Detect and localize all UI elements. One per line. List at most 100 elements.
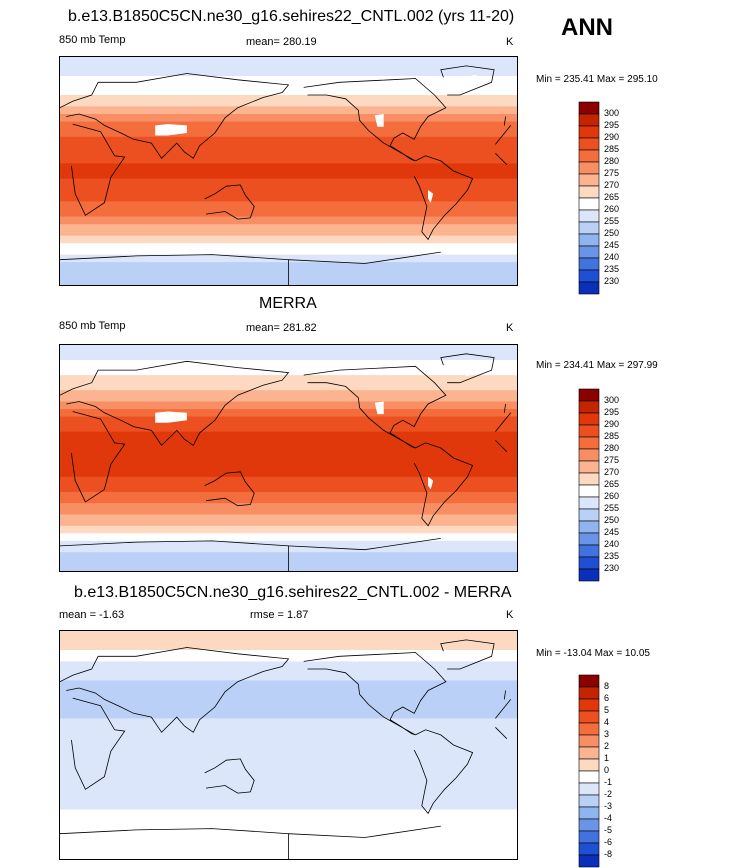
panel-model-minmax: Min = 235.41 Max = 295.10 [536, 74, 658, 85]
map-coastline-africa [71, 411, 512, 503]
map-band [60, 205, 517, 210]
map-coastline-greenland [440, 639, 495, 670]
panel-diff-rmse-label: rmse = 1.87 [250, 609, 309, 621]
map-band [60, 125, 517, 130]
colorbar-level-label: 6 [604, 693, 610, 703]
map-masked-region [428, 476, 434, 490]
map-band [60, 235, 517, 240]
map-band [60, 57, 517, 62]
colorbar-swatch [578, 161, 600, 175]
map-coastline-antarctica-edge [60, 538, 441, 571]
map-band [60, 657, 517, 662]
colorbar-level-label: -8 [604, 849, 613, 859]
map-coastline-africa [71, 697, 512, 790]
colorbar-swatch [578, 221, 600, 235]
map-band [60, 665, 517, 670]
colorbar-swatch [578, 233, 600, 247]
panel-model-title: b.e13.B1850C5CN.ne30_g16.sehires22_CNTL.… [68, 8, 515, 25]
panel-diff-minmax: Min = -13.04 Max = 10.05 [536, 648, 650, 659]
map-band [60, 454, 517, 459]
colorbar-svg [578, 101, 600, 295]
colorbar-level-label: 300 [604, 395, 620, 405]
map-masked-region [155, 124, 187, 136]
map-band [60, 786, 517, 792]
colorbar-swatch [578, 830, 600, 844]
map-band [60, 197, 517, 202]
panel-model-variable-label: 850 mb Temp [59, 34, 126, 46]
map-band [60, 646, 517, 651]
map-band [60, 409, 517, 414]
map-band [60, 250, 517, 256]
map-band [60, 190, 517, 195]
map-band [60, 680, 517, 685]
panel-model-units-label: K [506, 36, 514, 48]
map-band [60, 254, 517, 259]
map-band [60, 382, 517, 387]
panel-obs-units-label: K [506, 322, 514, 334]
season-label: ANN [561, 14, 613, 41]
map-band [60, 209, 517, 214]
colorbar-swatch [578, 412, 600, 426]
map-band [60, 152, 517, 157]
map-band [60, 186, 517, 191]
panel-diff-units-label: K [506, 609, 514, 621]
map-band [60, 779, 517, 784]
map-band [60, 518, 517, 523]
map-band [60, 514, 517, 519]
map-band [60, 64, 517, 69]
map-band [60, 638, 517, 643]
map-band [60, 174, 517, 180]
map-band [60, 121, 517, 126]
map-band [60, 688, 517, 693]
map-band [60, 488, 517, 493]
map-band [60, 356, 517, 361]
map-band [60, 442, 517, 448]
map-band [60, 155, 517, 161]
colorbar-level-label: 245 [604, 240, 620, 250]
colorbar-level-label: 3 [604, 729, 610, 739]
map-band [60, 722, 517, 727]
colorbar-swatch [578, 197, 600, 211]
map-band [60, 491, 517, 497]
colorbar-swatch [578, 125, 600, 139]
colorbar-swatch [578, 269, 600, 283]
colorbar-swatch [578, 173, 600, 187]
map-masked-region [374, 401, 384, 415]
colorbar-swatch [578, 149, 600, 163]
map-coastline-antarctica-edge [60, 251, 441, 285]
map-band [60, 378, 517, 384]
map-band [60, 480, 517, 485]
colorbar-level-label: 290 [604, 132, 620, 142]
map-band [60, 247, 517, 252]
colorbar-level-label: 270 [604, 467, 620, 477]
map-band [60, 506, 517, 512]
map-band [60, 446, 517, 451]
map-band [60, 72, 517, 77]
colorbar-swatch [578, 245, 600, 259]
map-band [60, 345, 517, 350]
colorbar-swatch [578, 508, 600, 522]
colorbar-level-label: 250 [604, 515, 620, 525]
map-band [60, 525, 517, 531]
map-band [60, 461, 517, 467]
map-coastline-europe-asia [60, 647, 506, 733]
colorbar-level-label: 285 [604, 431, 620, 441]
panel-model-map [59, 56, 518, 286]
map-masked-region [155, 411, 187, 423]
map-band [60, 764, 517, 769]
colorbar-swatch [578, 424, 600, 438]
map-band [60, 193, 517, 199]
panel-diff-map [59, 630, 518, 860]
map-band [60, 224, 517, 229]
colorbar-swatch [578, 818, 600, 832]
colorbar-swatch [578, 686, 600, 700]
colorbar-swatch [578, 842, 600, 856]
map-band [60, 699, 517, 704]
map-band [60, 243, 517, 248]
colorbar-swatch [578, 556, 600, 570]
panel-diff-title: b.e13.B1850C5CN.ne30_g16.sehires22_CNTL.… [74, 584, 512, 601]
colorbar-swatch [578, 185, 600, 199]
map-band [60, 790, 517, 795]
colorbar-level-label: 235 [604, 551, 620, 561]
map-band [60, 760, 517, 765]
